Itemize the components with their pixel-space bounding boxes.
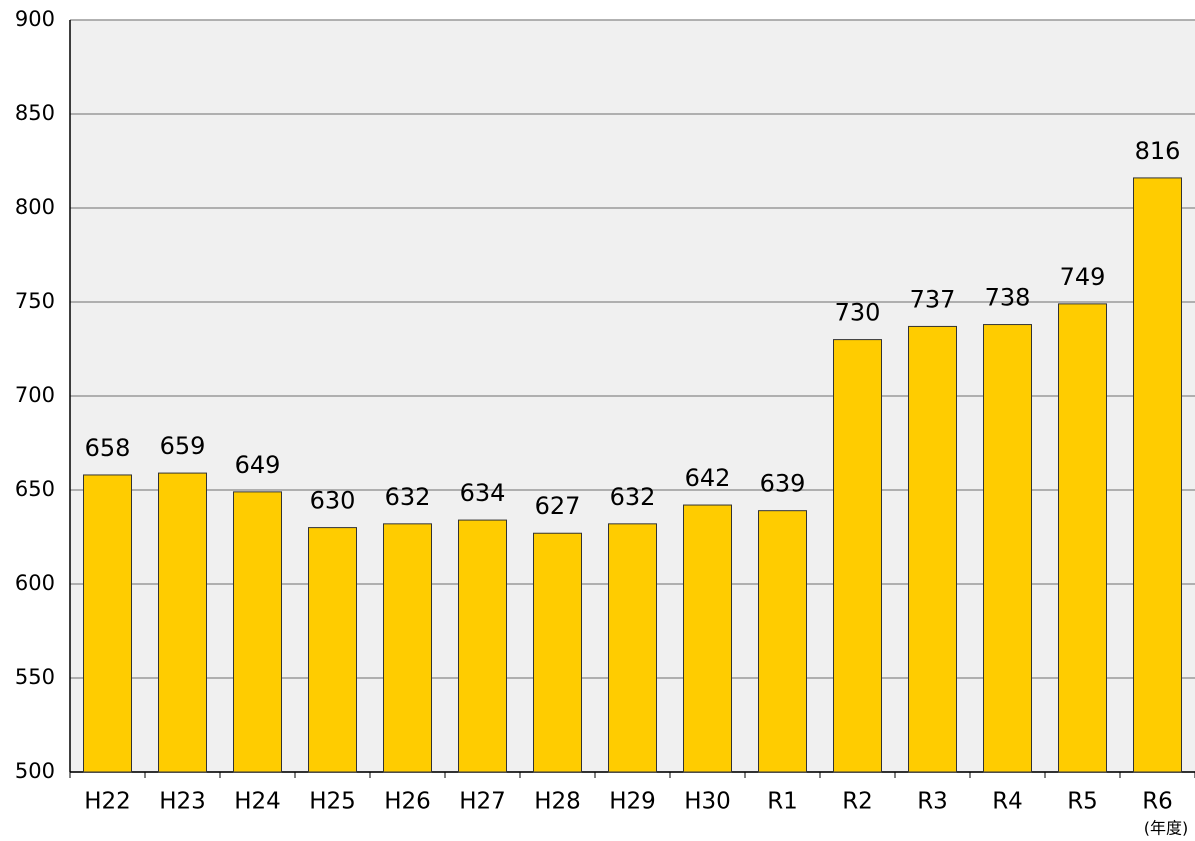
data-label: 627 — [535, 492, 581, 520]
x-tick-label: H26 — [384, 789, 431, 815]
y-tick-label: 700 — [15, 383, 55, 407]
bar — [458, 519, 507, 773]
x-tick-label: H25 — [309, 789, 356, 815]
x-tick-label: H24 — [234, 789, 281, 815]
data-label: 730 — [835, 299, 881, 327]
x-tick-label: R6 — [1142, 789, 1173, 815]
bar — [683, 504, 732, 773]
bar — [1058, 303, 1107, 773]
data-label: 639 — [760, 470, 806, 498]
data-label: 737 — [910, 285, 956, 313]
y-tick-label: 900 — [15, 7, 55, 31]
bar — [833, 339, 882, 773]
bar — [308, 527, 357, 773]
y-tick-label: 600 — [15, 571, 55, 595]
bar — [533, 532, 582, 773]
y-tick-label: 500 — [15, 759, 55, 783]
x-tick-label: R1 — [767, 789, 798, 815]
x-tick-label: H23 — [159, 789, 206, 815]
data-label: 659 — [160, 432, 206, 460]
bar — [758, 510, 807, 773]
data-label: 632 — [385, 483, 431, 511]
x-tick-label: R2 — [842, 789, 873, 815]
bar — [233, 491, 282, 773]
bar — [908, 325, 957, 773]
y-tick-label: 650 — [15, 477, 55, 501]
x-tick-label: H27 — [459, 789, 506, 815]
x-tick-label: H29 — [609, 789, 656, 815]
data-label: 630 — [310, 487, 356, 515]
bar — [158, 472, 207, 773]
data-label: 649 — [235, 451, 281, 479]
bar — [383, 523, 432, 773]
data-label: 658 — [85, 434, 131, 462]
bar — [983, 324, 1032, 773]
x-tick-label: R3 — [917, 789, 948, 815]
x-tick-label: H22 — [84, 789, 131, 815]
data-label: 634 — [460, 479, 506, 507]
y-tick-label: 550 — [15, 665, 55, 689]
y-tick-label: 800 — [15, 195, 55, 219]
y-tick-label: 850 — [15, 101, 55, 125]
bar — [1133, 177, 1182, 773]
x-unit-label: (年度) — [1144, 819, 1189, 838]
data-label: 738 — [985, 284, 1031, 312]
x-tick-label: R5 — [1067, 789, 1098, 815]
data-label: 749 — [1060, 263, 1106, 291]
data-label: 632 — [610, 483, 656, 511]
x-tick-label: H30 — [684, 789, 731, 815]
data-label: 642 — [685, 464, 731, 492]
y-tick-label: 750 — [15, 289, 55, 313]
bar — [608, 523, 657, 773]
bar — [83, 474, 132, 773]
data-label: 816 — [1135, 137, 1181, 165]
x-tick-label: H28 — [534, 789, 581, 815]
x-tick-label: R4 — [992, 789, 1023, 815]
